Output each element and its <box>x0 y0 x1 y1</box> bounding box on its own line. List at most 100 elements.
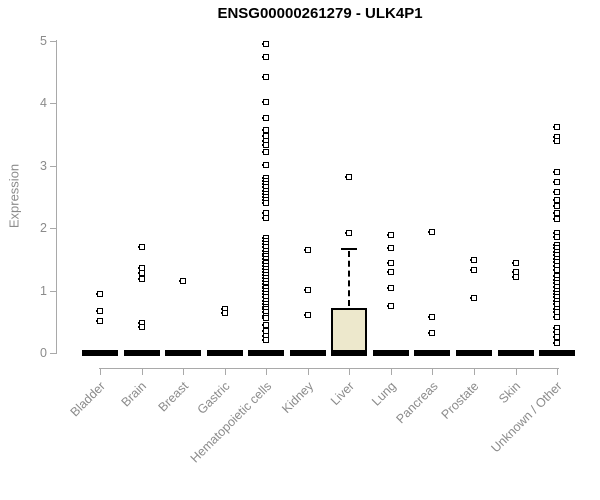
x-axis-tick <box>183 368 185 375</box>
x-tick-label: Kidney <box>278 379 316 416</box>
x-axis-tick <box>266 368 268 375</box>
data-point <box>96 291 103 298</box>
data-point <box>96 318 103 325</box>
data-point <box>220 310 228 316</box>
x-tick-label: Breast <box>155 379 192 415</box>
data-point <box>262 98 270 105</box>
boxplot-median-bar <box>497 350 534 356</box>
data-point <box>386 260 394 266</box>
data-point <box>262 321 270 328</box>
data-point <box>511 274 519 281</box>
boxplot-whisker-cap <box>341 248 358 251</box>
x-axis-tick <box>473 368 475 375</box>
data-point <box>262 161 270 168</box>
y-axis-line <box>56 40 57 354</box>
data-point <box>553 216 561 223</box>
data-point <box>303 311 311 318</box>
data-point <box>303 286 311 293</box>
data-point <box>262 115 270 121</box>
data-point <box>553 234 561 241</box>
data-point <box>386 285 394 291</box>
data-point <box>553 178 561 185</box>
data-point <box>262 40 270 47</box>
data-point <box>262 336 270 343</box>
x-axis-line <box>99 368 559 369</box>
y-axis-tick <box>50 228 57 229</box>
boxplot-median-bar <box>206 350 243 356</box>
data-point <box>428 330 436 336</box>
boxplot-median-bar <box>248 350 285 356</box>
x-tick-label: Skin <box>496 379 524 407</box>
data-point <box>553 137 561 144</box>
data-point <box>386 303 394 310</box>
y-tick-label: 1 <box>40 283 47 298</box>
data-point <box>553 168 561 175</box>
x-tick-label: Bladder <box>67 379 108 420</box>
x-axis-tick <box>432 368 434 375</box>
data-point <box>262 53 270 60</box>
data-point <box>386 245 394 251</box>
x-tick-label: Brain <box>118 379 150 410</box>
data-point <box>553 203 561 210</box>
data-point <box>262 215 270 221</box>
data-point <box>511 260 519 266</box>
data-point <box>179 278 187 285</box>
data-point <box>345 230 353 236</box>
boxplot-median-bar <box>539 350 576 356</box>
y-axis-tick <box>50 40 57 42</box>
boxplot-median-bar <box>372 350 409 356</box>
data-point <box>262 200 270 206</box>
data-point <box>386 231 394 238</box>
y-tick-label: 0 <box>40 346 47 360</box>
y-tick-label: 3 <box>40 158 47 173</box>
data-point <box>262 73 270 80</box>
boxplot-upper-whisker <box>348 251 351 306</box>
y-tick-label: 2 <box>40 221 47 235</box>
data-point <box>262 141 270 148</box>
x-tick-label: Lung <box>369 379 399 409</box>
x-tick-label: Hematopoietic cells <box>187 379 275 466</box>
boxplot-median-bar <box>289 350 326 356</box>
x-axis-tick <box>515 368 517 375</box>
chart-title: ENSG00000261279 - ULK4P1 <box>217 5 423 22</box>
data-point <box>553 210 561 216</box>
boxplot-box <box>331 308 368 353</box>
data-point <box>386 268 394 275</box>
data-point <box>553 333 561 340</box>
y-tick-label: 4 <box>40 96 47 110</box>
y-axis-tick <box>50 103 57 104</box>
x-axis-tick <box>557 368 559 375</box>
x-tick-label: Pancreas <box>393 379 441 427</box>
data-point <box>553 266 561 273</box>
x-axis-tick <box>349 368 351 375</box>
data-point <box>553 340 561 346</box>
data-point <box>262 126 270 133</box>
data-point <box>262 148 270 155</box>
x-tick-label: Liver <box>328 379 358 409</box>
data-point <box>469 295 477 301</box>
y-axis-tick <box>50 290 57 292</box>
y-tick-label: 5 <box>40 33 47 48</box>
data-point <box>469 266 477 273</box>
data-point <box>303 246 311 253</box>
x-axis-tick <box>224 368 226 375</box>
data-point <box>137 243 145 250</box>
x-tick-label: Prostate <box>439 379 482 422</box>
x-axis-tick <box>100 368 101 375</box>
boxplot-median-bar <box>455 350 492 356</box>
data-point <box>553 313 561 320</box>
data-point <box>137 323 145 330</box>
data-point <box>553 123 561 130</box>
data-point <box>428 229 436 236</box>
data-point <box>96 308 103 315</box>
x-axis-tick <box>390 368 392 375</box>
data-point <box>345 173 353 180</box>
boxplot-median-bar <box>123 350 160 356</box>
boxplot-median-bar <box>165 350 202 356</box>
data-point <box>137 276 145 283</box>
data-point <box>553 188 561 195</box>
data-point <box>428 313 436 320</box>
data-point <box>553 196 561 203</box>
